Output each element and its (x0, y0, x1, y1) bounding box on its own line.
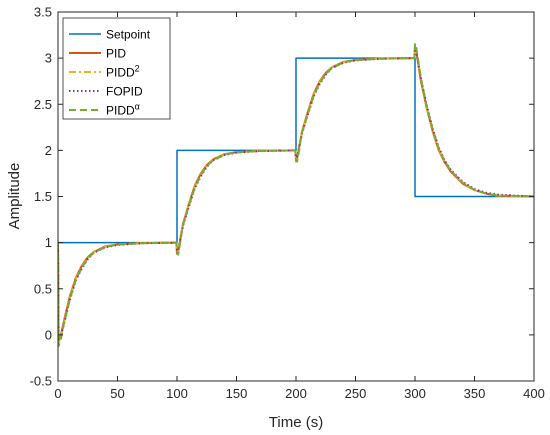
legend: Setpoint PID PIDD2 FOPID PIDDα (62, 17, 171, 120)
legend-entry-label: PIDD2 (106, 64, 140, 80)
y-tick-label: 0.5 (34, 281, 52, 296)
y-tick-label: 3.5 (34, 5, 52, 20)
x-tick-label: 300 (404, 386, 426, 401)
y-tick-label: 2 (45, 143, 52, 158)
series-layer (58, 42, 534, 347)
legend-box (62, 17, 171, 120)
legend-entry-label: PID (106, 47, 126, 61)
y-tick-label: 3 (45, 51, 52, 66)
x-tick-label: 100 (166, 386, 188, 401)
legend-entry-label: FOPID (106, 85, 143, 99)
x-tick-label: 0 (54, 386, 61, 401)
y-axis-label: Amplitude (6, 163, 23, 230)
y-tick-label: -0.5 (30, 374, 52, 389)
y-tick-label: 1.5 (34, 189, 52, 204)
y-tick-label: 1 (45, 235, 52, 250)
ticks-layer: 0 50 100 150 200 250 300 350 400-0.500.511.522.5… (30, 5, 545, 402)
y-tick-label: 0 (45, 327, 52, 342)
legend-entry-label: Setpoint (106, 28, 151, 42)
legend-entry-label: PIDDα (106, 102, 140, 118)
x-tick-label: 150 (226, 386, 248, 401)
x-tick-label: 400 (523, 386, 545, 401)
y-tick-label: 2.5 (34, 97, 52, 112)
x-tick-label: 50 (110, 386, 124, 401)
x-axis-label: Time (s) (269, 414, 323, 431)
x-tick-label: 200 (285, 386, 307, 401)
x-tick-label: 350 (464, 386, 486, 401)
x-tick-label: 250 (345, 386, 367, 401)
series-line-pidd- (58, 42, 534, 347)
